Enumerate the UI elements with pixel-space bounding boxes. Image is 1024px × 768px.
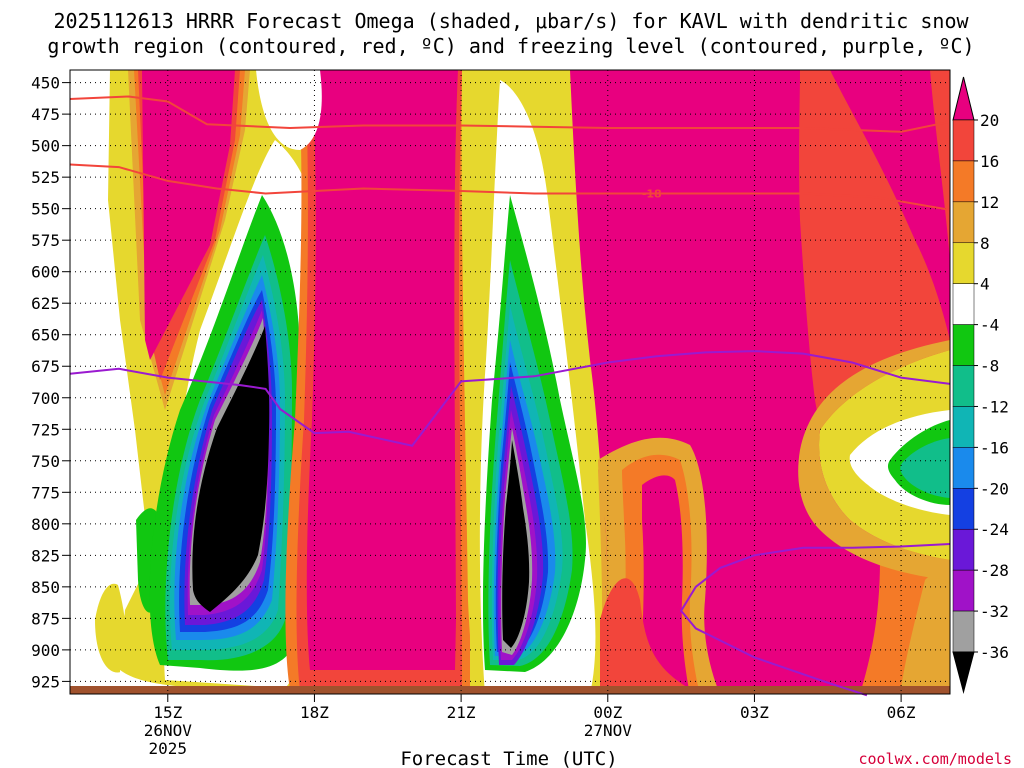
colorbar-label: -16 <box>980 438 1009 457</box>
colorbar-label: 16 <box>980 152 999 171</box>
omega-left-blob-yellow <box>95 583 128 673</box>
colorbar-swatch <box>952 242 975 284</box>
chart-title-line-2: growth region (contoured, red, ºC) and f… <box>47 34 974 58</box>
colorbar-bottom-arrow <box>952 651 975 694</box>
omega-right-teal <box>900 438 950 498</box>
y-tick-label: 600 <box>31 263 60 282</box>
contour-lines: -18 <box>69 95 951 697</box>
ground-strip <box>70 686 950 694</box>
y-tick-label: 450 <box>31 74 60 93</box>
colorbar-swatch <box>952 569 975 612</box>
omega-upper-left-neutral <box>256 70 322 150</box>
y-tick-label: 475 <box>31 105 60 124</box>
colorbar-label: -28 <box>980 561 1009 580</box>
colorbar-swatch <box>952 365 975 407</box>
x-tick-label: 00Z <box>593 703 622 722</box>
y-tick-label: 925 <box>31 672 60 691</box>
colorbar-top-arrow <box>952 76 975 121</box>
omega-left-neutral <box>70 70 150 690</box>
y-tick-label: 775 <box>31 483 60 502</box>
y-tick-label: 525 <box>31 168 60 187</box>
omega-right-outer-orange <box>798 340 950 580</box>
y-tick-label: 650 <box>31 326 60 345</box>
y-tick-label: 675 <box>31 357 60 376</box>
y-tick-label: 500 <box>31 137 60 156</box>
y-tick-label: 800 <box>31 515 60 534</box>
x-tick-label: 06Z <box>887 703 916 722</box>
freezing-level-contour-line <box>69 350 951 447</box>
x-axis-title: Forecast Time (UTC) <box>400 748 617 768</box>
colorbar-label: -24 <box>980 520 1009 539</box>
colorbar-label: -36 <box>980 643 1009 662</box>
x-date-label: 27NOV <box>584 721 633 740</box>
colorbar-swatch <box>952 160 975 203</box>
colorbar-swatch <box>952 324 975 366</box>
y-tick-label: 625 <box>31 294 60 313</box>
omega-lower-right-yellow <box>900 565 950 694</box>
colorbar-swatch <box>952 119 975 162</box>
colorbar: 20 16 12 8 4 -4 -8 -12 -16 -20 -24 -28 -32 -36 <box>952 76 1009 694</box>
y-tick-label: 575 <box>31 231 60 250</box>
dendritic-contour-line <box>69 95 951 133</box>
dendritic-contour-line <box>69 163 951 211</box>
omega-mid-ascent-core <box>502 440 530 648</box>
colorbar-label: -20 <box>980 479 1009 498</box>
y-tick-label: 875 <box>31 609 60 628</box>
freezing-level-contour-line <box>679 543 951 697</box>
colorbar-label: -4 <box>980 316 999 335</box>
x-date-label: 26NOV <box>144 721 193 740</box>
y-tick-label: 550 <box>31 200 60 219</box>
omega-lower-right-red <box>600 578 700 694</box>
colorbar-swatch <box>952 528 975 571</box>
y-tick-label: 700 <box>31 389 60 408</box>
y-tick-label: 825 <box>31 546 60 565</box>
colorbar-label: -8 <box>980 357 999 376</box>
colorbar-swatch <box>952 488 975 530</box>
colorbar-swatch <box>952 610 975 653</box>
y-tick-label: 850 <box>31 578 60 597</box>
colorbar-label: 12 <box>980 193 999 212</box>
colorbar-label: 20 <box>980 111 999 130</box>
omega-center-positive-core <box>306 70 458 670</box>
grid-lines <box>70 70 950 694</box>
colorbar-swatch <box>952 201 975 244</box>
colorbar-label: 4 <box>980 275 990 294</box>
colorbar-label: -32 <box>980 602 1009 621</box>
x-tick-label: 21Z <box>447 703 476 722</box>
x-year-label: 2025 <box>149 739 188 758</box>
colorbar-swatch <box>952 447 975 489</box>
y-axis: 450 475 500 525 550 575 600 625 650 675 700 725 750 7… <box>31 74 70 691</box>
credit-label: coolwx.com/models <box>858 750 1012 768</box>
x-tick-label: 03Z <box>740 703 769 722</box>
x-tick-label: 18Z <box>300 703 329 722</box>
chart-title-line-1: 2025112613 HRRR Forecast Omega (shaded, … <box>53 9 969 33</box>
colorbar-swatch <box>952 406 975 448</box>
dendritic-contour-label: -18 <box>642 188 662 201</box>
omega-left-positive-core <box>142 70 235 360</box>
plot-frame <box>69 69 951 695</box>
colorbar-label: -12 <box>980 397 1009 416</box>
y-tick-label: 750 <box>31 452 60 471</box>
colorbar-label: 8 <box>980 234 990 253</box>
y-tick-label: 900 <box>31 641 60 660</box>
omega-upper-right-red-2 <box>930 70 950 260</box>
omega-right-lower-core <box>640 475 690 694</box>
colorbar-swatch <box>952 283 975 325</box>
y-tick-label: 725 <box>31 420 60 439</box>
x-tick-label: 15Z <box>153 703 182 722</box>
